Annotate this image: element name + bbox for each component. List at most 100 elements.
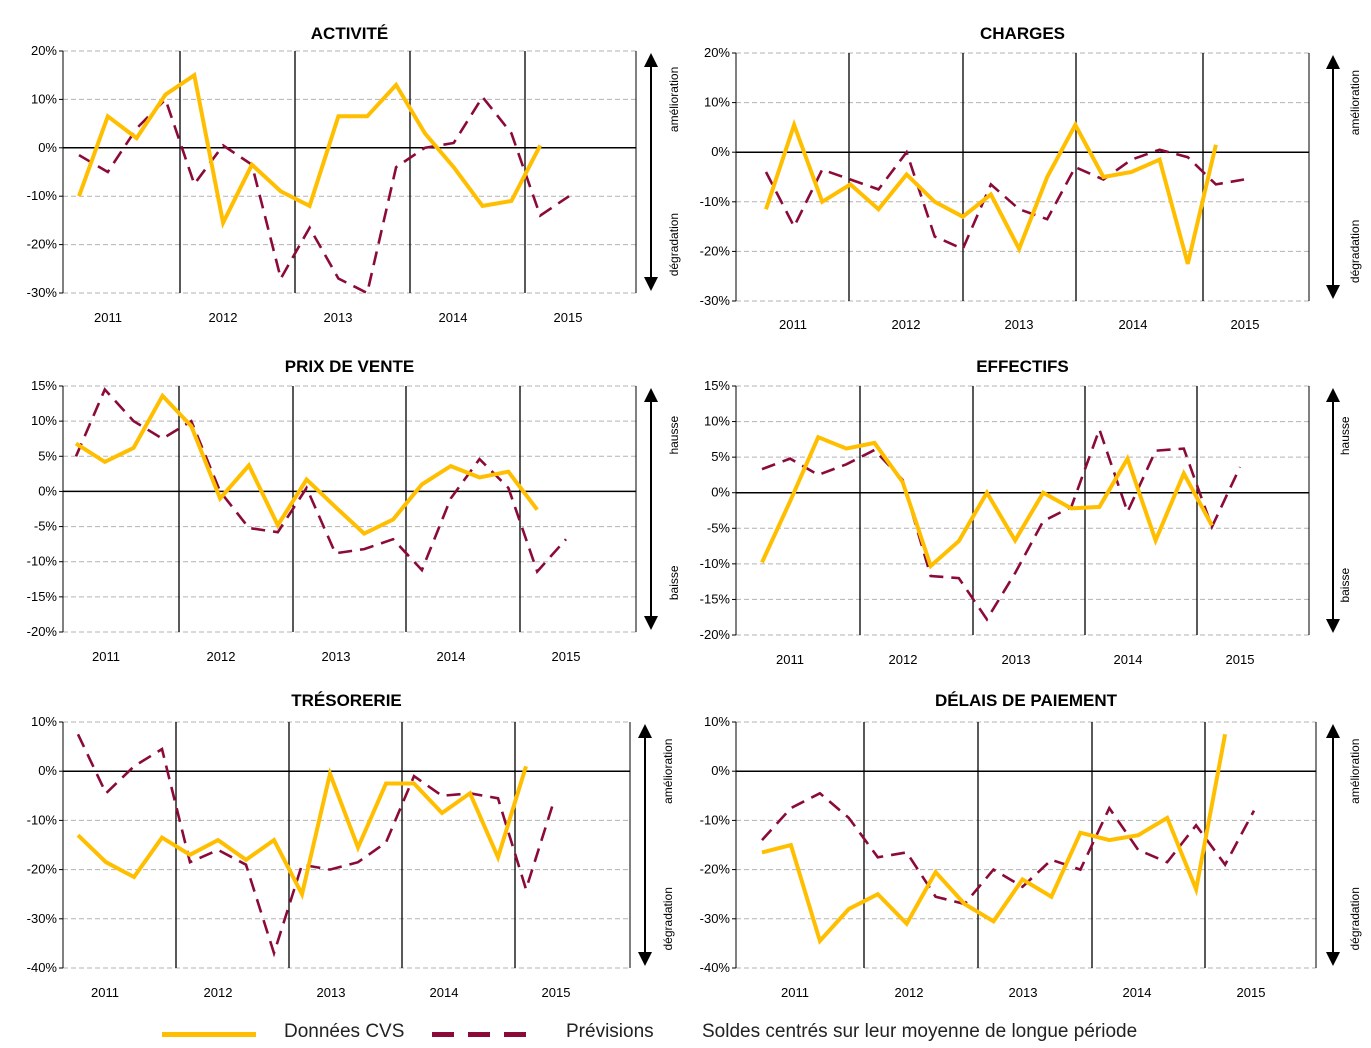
x-tick-label: 2014: [430, 985, 459, 1000]
arrow-down-head: [1326, 285, 1340, 299]
x-tick-label: 2013: [1002, 652, 1031, 667]
chart-title: TRÉSORERIE: [291, 691, 402, 710]
x-tick-label: 2011: [779, 317, 807, 332]
arrow-up-head: [1326, 388, 1340, 402]
x-tick-label: 2015: [552, 649, 581, 664]
y-tick-label: -30%: [27, 911, 58, 926]
chart-title: ACTIVITÉ: [311, 24, 388, 43]
arrow-down-head: [1326, 952, 1340, 966]
side-label-down: dégradation: [1348, 220, 1362, 283]
y-tick-label: 10%: [31, 714, 57, 729]
y-tick-label: -15%: [27, 589, 58, 604]
x-tick-label: 2013: [317, 985, 346, 1000]
series-previsions: [78, 94, 570, 295]
y-tick-label: -10%: [700, 194, 731, 209]
x-tick-label: 2015: [1237, 985, 1266, 1000]
side-label-down: dégradation: [1348, 887, 1362, 950]
arrow-up-head: [1326, 724, 1340, 738]
series-previsions: [761, 425, 1242, 622]
x-tick-label: 2013: [1005, 317, 1034, 332]
arrow-down-head: [1326, 619, 1340, 633]
chart-1: ACTIVITÉ 20% 10% 0% -10% -20% -30% 2011 2012 2013…: [27, 24, 681, 325]
y-tick-label: 15%: [704, 378, 730, 393]
legend-cvs-swatch: [162, 1032, 256, 1037]
legend-cvs-label: Données CVS: [284, 1021, 405, 1042]
x-tick-label: 2012: [209, 310, 238, 325]
x-tick-label: 2011: [776, 652, 804, 667]
y-tick-label: -10%: [700, 812, 731, 827]
x-tick-label: 2013: [1009, 985, 1038, 1000]
chart-3: PRIX DE VENTE 15% 10% 5% 0% -5% -10% -15% -20% 20…: [27, 357, 681, 664]
side-label-down: dégradation: [667, 213, 681, 276]
chart-title: CHARGES: [980, 24, 1065, 43]
legend-prev-swatch: [432, 1032, 526, 1037]
y-tick-label: 0%: [38, 763, 57, 778]
legend-prev-label: Prévisions: [566, 1021, 654, 1042]
side-label-down: baisse: [667, 565, 681, 600]
legend-note: Soldes centrés sur leur moyenne de longu…: [702, 1021, 1138, 1042]
y-tick-label: -20%: [27, 862, 58, 877]
x-tick-label: 2012: [895, 985, 924, 1000]
y-tick-label: -20%: [700, 243, 731, 258]
y-tick-label: -20%: [27, 624, 58, 639]
y-tick-label: -20%: [700, 862, 731, 877]
side-label-up: hausse: [1338, 416, 1352, 455]
y-tick-label: 0%: [38, 483, 57, 498]
chart-5: TRÉSORERIE 10% 0% -10% -20% -30% -40% 2011 2012 2…: [27, 691, 675, 1000]
x-tick-label: 2015: [1226, 652, 1255, 667]
y-tick-label: 0%: [711, 144, 730, 159]
arrow-up-head: [644, 53, 658, 67]
series-previsions: [74, 387, 567, 575]
y-tick-label: -10%: [700, 556, 731, 571]
y-tick-label: 10%: [31, 91, 57, 106]
series-cvs: [76, 765, 528, 900]
y-tick-label: -30%: [27, 285, 58, 300]
y-tick-label: 0%: [711, 485, 730, 500]
x-tick-label: 2012: [207, 649, 236, 664]
x-tick-label: 2012: [892, 317, 921, 332]
x-tick-label: 2011: [781, 985, 809, 1000]
side-label-up: amélioration: [1348, 70, 1362, 135]
y-tick-label: -30%: [700, 911, 731, 926]
arrow-up-head: [1326, 55, 1340, 69]
side-label-up: amélioration: [661, 739, 675, 804]
series-previsions: [764, 148, 1245, 251]
x-tick-label: 2013: [322, 649, 351, 664]
y-tick-label: 20%: [31, 43, 57, 58]
side-label-up: amélioration: [1348, 739, 1362, 804]
x-tick-label: 2011: [91, 985, 119, 1000]
x-tick-label: 2014: [1119, 317, 1148, 332]
chart-title: PRIX DE VENTE: [285, 357, 414, 376]
y-tick-label: 10%: [31, 413, 57, 428]
y-tick-label: 20%: [704, 45, 730, 60]
series-previsions: [76, 733, 556, 958]
x-tick-label: 2012: [889, 652, 918, 667]
y-tick-label: -15%: [700, 591, 731, 606]
x-tick-label: 2014: [437, 649, 466, 664]
x-tick-label: 2015: [1231, 317, 1260, 332]
y-tick-label: 10%: [704, 714, 730, 729]
y-tick-label: -10%: [27, 554, 58, 569]
arrow-up-head: [644, 388, 658, 402]
x-tick-label: 2014: [1123, 985, 1152, 1000]
x-tick-label: 2011: [92, 649, 120, 664]
y-tick-label: -5%: [34, 519, 58, 534]
series-cvs: [764, 118, 1218, 265]
y-tick-label: -40%: [700, 960, 731, 975]
y-tick-label: 5%: [38, 448, 57, 463]
arrow-up-head: [638, 724, 652, 738]
series-previsions: [761, 791, 1256, 906]
y-tick-label: 0%: [38, 140, 57, 155]
chart-6: DÉLAIS DE PAIEMENT 10% 0% -10% -20% -30% -40% 2…: [700, 691, 1362, 1000]
x-tick-label: 2012: [204, 985, 233, 1000]
chart-title: DÉLAIS DE PAIEMENT: [935, 691, 1118, 710]
x-tick-label: 2015: [554, 310, 583, 325]
chart-4: EFFECTIFS 15% 10% 5% 0% -5% -10% -15% -20% 2011 20…: [700, 357, 1352, 667]
chart-2: CHARGES 20% 10% 0% -10% -20% -30% 2011 2012 2013 2…: [700, 24, 1362, 332]
series-cvs: [74, 392, 539, 536]
y-tick-label: -10%: [27, 812, 58, 827]
series-cvs: [761, 733, 1228, 945]
y-tick-label: -20%: [700, 627, 731, 642]
side-label-up: hausse: [667, 416, 681, 455]
